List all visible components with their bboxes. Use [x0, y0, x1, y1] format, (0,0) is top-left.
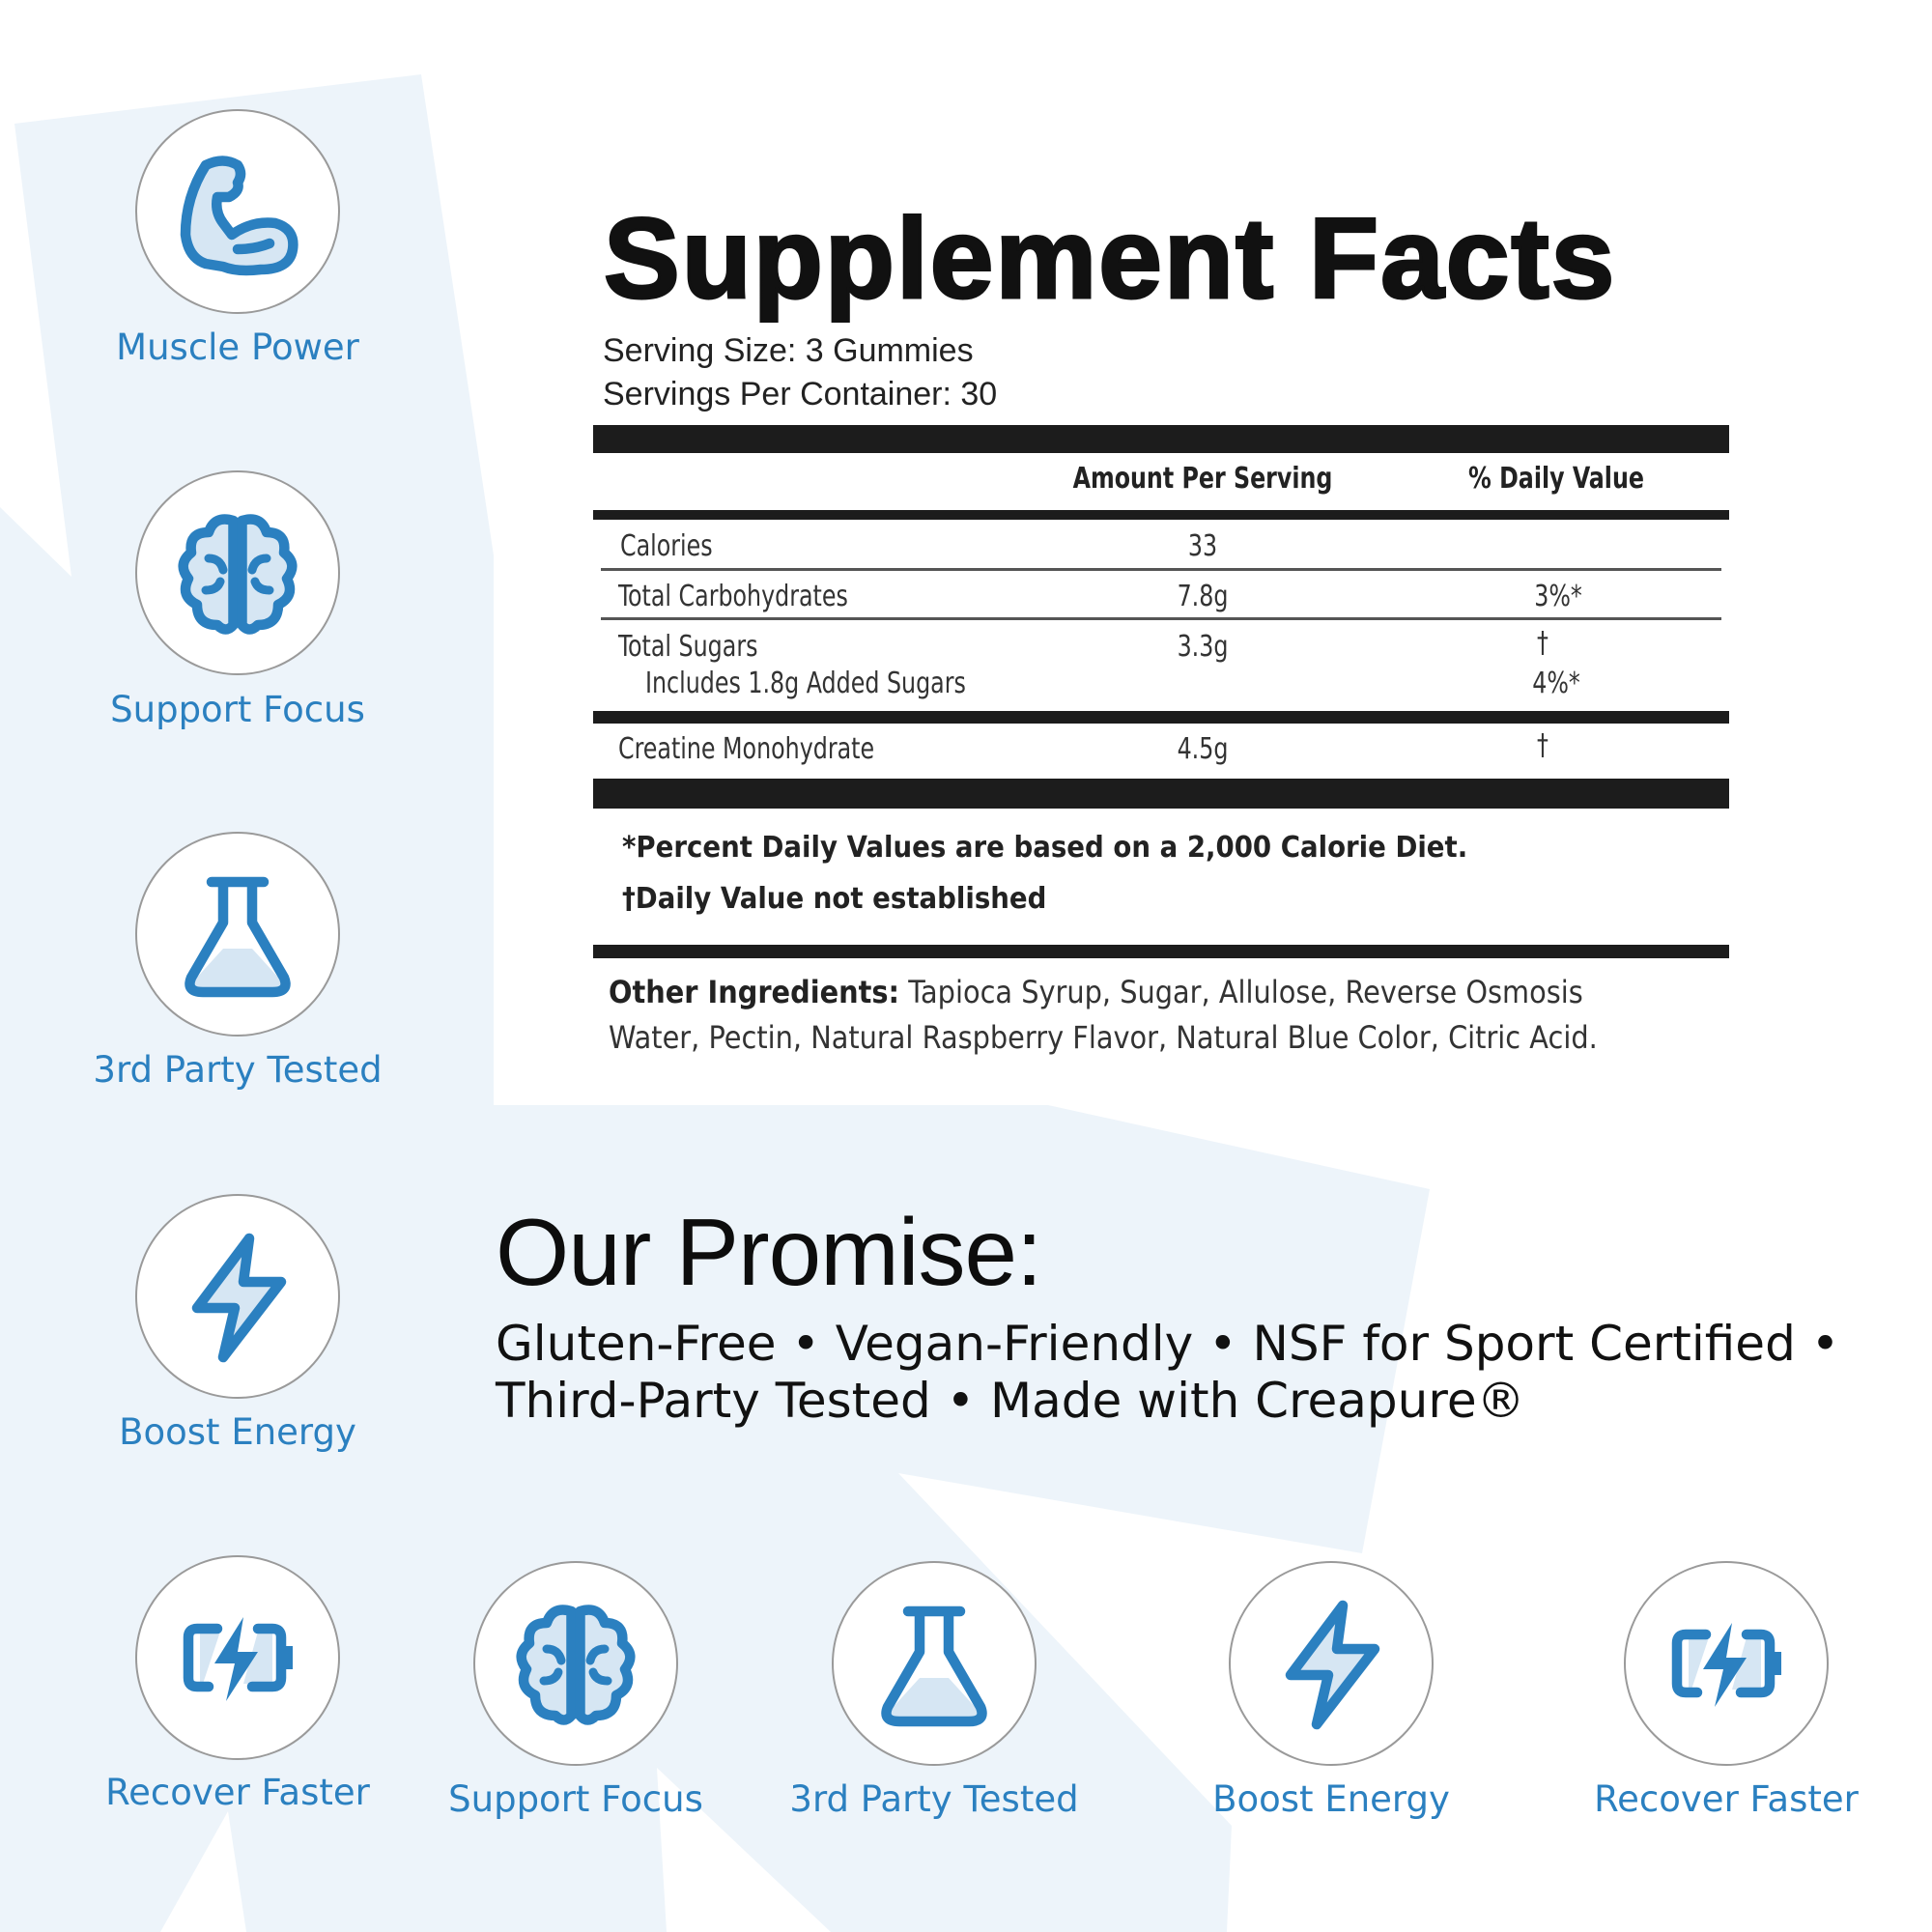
muscle-icon — [180, 156, 298, 276]
brain-icon — [178, 514, 298, 635]
divider-bar — [593, 425, 1729, 453]
header-daily-value: % Daily Value — [1468, 462, 1644, 496]
supplement-facts-title: Supplement Facts — [602, 194, 1617, 325]
other-ingredients-text: Tapioca Syrup, Sugar, Allulose, Reverse … — [899, 974, 1583, 1010]
row-amount: 7.8g — [1177, 580, 1229, 613]
lightning-bolt-icon — [1285, 1600, 1380, 1730]
lightning-bolt-icon — [191, 1233, 287, 1363]
row-name: Includes 1.8g Added Sugars — [645, 667, 966, 700]
servings-per-container: Servings Per Container: 30 — [603, 376, 998, 412]
row-amount: 3.3g — [1177, 630, 1229, 664]
footnote-daily-values: *Percent Daily Values are based on a 2,0… — [622, 831, 1468, 865]
badge-label: Recover Faster — [105, 1772, 370, 1813]
promise-line-1: Gluten-Free • Vegan-Friendly • NSF for S… — [496, 1316, 1840, 1372]
badge-label: Recover Faster — [1594, 1778, 1859, 1820]
row-dv: † — [1537, 626, 1548, 660]
row-name: Total Carbohydrates — [618, 580, 848, 613]
badge-brain — [473, 1561, 678, 1766]
battery-charging-icon — [1671, 1623, 1781, 1707]
battery-charging-icon — [183, 1617, 293, 1701]
badge-label: Muscle Power — [116, 327, 359, 368]
badge-label: Boost Energy — [119, 1411, 356, 1453]
flask-icon — [881, 1605, 987, 1727]
badge-bolt — [135, 1194, 340, 1399]
badge-label: Support Focus — [110, 689, 365, 730]
badge-brain — [135, 470, 340, 675]
divider-bar — [593, 779, 1729, 809]
badge-label: 3rd Party Tested — [789, 1778, 1079, 1820]
bg-cut-bottom-mid — [657, 1768, 831, 1932]
divider-bar — [593, 945, 1729, 958]
bg-shape-bottom — [0, 1105, 1430, 1932]
badge-flask — [832, 1561, 1037, 1766]
badge-label: 3rd Party Tested — [93, 1049, 383, 1091]
row-name: Total Sugars — [618, 630, 758, 664]
bg-cut-bottom-left — [160, 1811, 246, 1932]
row-amount: 33 — [1187, 529, 1218, 563]
supplement-facts-panel — [494, 0, 1873, 1105]
badge-label: Boost Energy — [1212, 1778, 1450, 1820]
promise-line-2: Third-Party Tested • Made with Creapure® — [496, 1373, 1525, 1429]
promise-title: Our Promise: — [496, 1199, 1042, 1305]
other-ingredients-line1: Other Ingredients: Tapioca Syrup, Sugar,… — [609, 974, 1583, 1010]
divider-bar — [593, 711, 1729, 724]
row-name: Creatine Monohydrate — [618, 732, 875, 766]
badge-battery — [135, 1555, 340, 1760]
header-amount: Amount Per Serving — [1072, 462, 1333, 496]
row-dv: 3%* — [1534, 580, 1582, 613]
footnote-not-established: †Daily Value not established — [622, 882, 1047, 916]
other-ingredients-line2: Water, Pectin, Natural Raspberry Flavor,… — [609, 1019, 1598, 1056]
row-amount: 4.5g — [1177, 732, 1229, 766]
row-dv: † — [1537, 728, 1548, 762]
divider-bar — [593, 510, 1729, 520]
badge-battery — [1624, 1561, 1829, 1766]
brain-icon — [516, 1605, 636, 1725]
flask-icon — [185, 876, 291, 998]
row-dv: 4%* — [1532, 667, 1580, 700]
other-ingredients-label: Other Ingredients: — [609, 974, 900, 1010]
badge-flask — [135, 832, 340, 1037]
row-name: Calories — [620, 529, 713, 563]
badge-muscle — [135, 109, 340, 314]
serving-size: Serving Size: 3 Gummies — [603, 332, 974, 369]
row-divider — [601, 568, 1721, 571]
row-divider — [601, 617, 1721, 620]
badge-bolt — [1229, 1561, 1434, 1766]
badge-label: Support Focus — [448, 1778, 703, 1820]
